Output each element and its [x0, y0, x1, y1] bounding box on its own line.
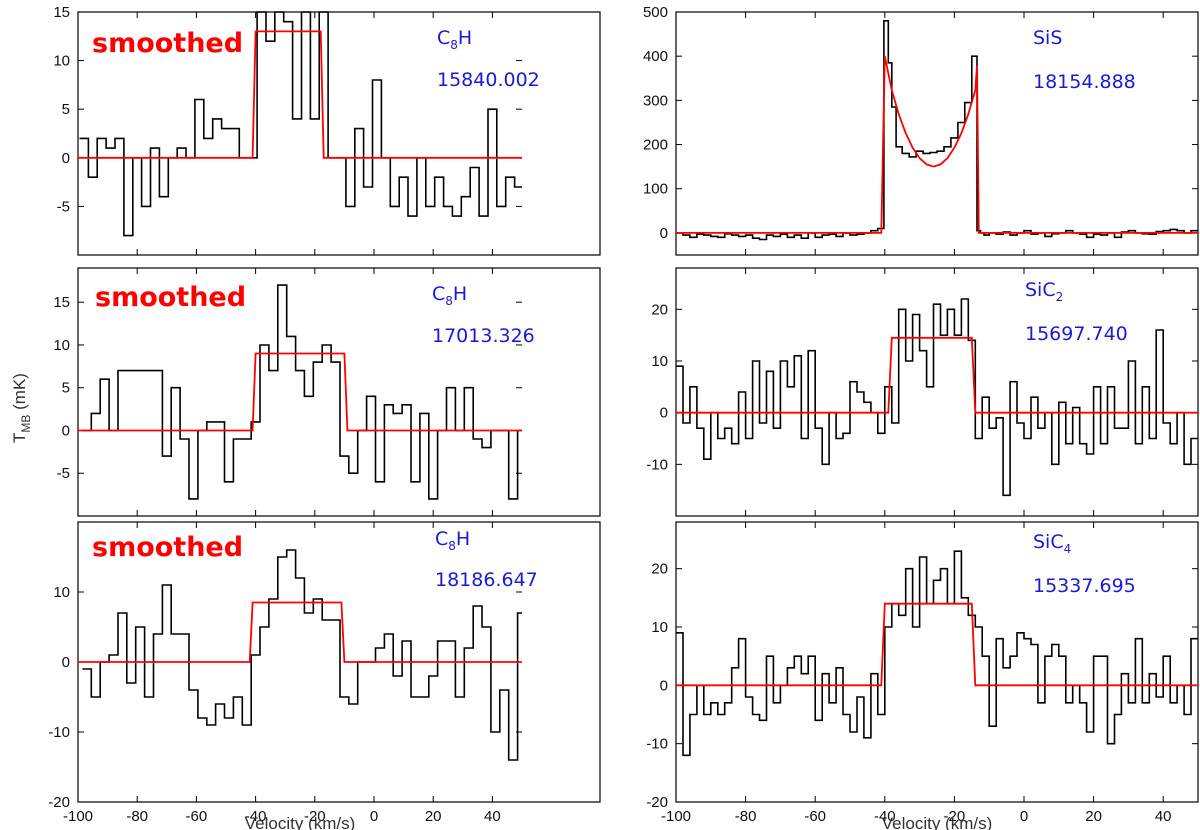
- y-tick-label: -20: [48, 794, 70, 811]
- molecule-label: C8H: [437, 27, 472, 52]
- fit-line: [78, 352, 522, 432]
- panel-c8h-17013: smoothed C8H 17013.326 -5 0 5 10 15: [53, 267, 601, 517]
- x-tick-label: 40: [1155, 808, 1172, 825]
- fit-line: [676, 602, 1198, 687]
- y-tick-label: -20: [646, 794, 668, 811]
- spectrum-line: [676, 298, 1198, 497]
- molecule-label: SiC2: [1025, 279, 1063, 304]
- y-tick-label: 10: [651, 619, 668, 636]
- smoothed-label: smoothed: [92, 532, 243, 563]
- spectrum-line: [676, 20, 1198, 241]
- y-tick-label: 0: [62, 422, 70, 439]
- x-tick-label: -80: [126, 808, 148, 825]
- frequency-label: 15697.740: [1025, 323, 1128, 345]
- y-tick-label: -5: [57, 198, 70, 215]
- x-tick-label: 0: [370, 808, 378, 825]
- y-tick-label: 5: [62, 380, 70, 397]
- x-tick-label: 40: [484, 808, 501, 825]
- fit-line: [78, 601, 522, 663]
- x-tick-label: -20: [944, 808, 966, 825]
- y-tick-label: 10: [651, 353, 668, 370]
- y-tick-label: 0: [660, 405, 668, 422]
- x-axis-label: Velocity (km/s): [882, 814, 993, 830]
- y-tick-label: 20: [651, 301, 668, 318]
- fit-line: [78, 30, 522, 159]
- y-tick-label: 10: [53, 584, 70, 601]
- y-tick-label: -10: [48, 724, 70, 741]
- spectrum-line: [676, 550, 1198, 757]
- fit-line: [676, 336, 1198, 414]
- x-tick-label: 20: [425, 808, 442, 825]
- smoothed-label: smoothed: [95, 282, 246, 313]
- fit-line: [676, 56, 1198, 234]
- x-tick-label: -100: [661, 808, 691, 825]
- molecule-label: SiS: [1033, 27, 1062, 49]
- molecule-label: C8H: [432, 283, 467, 308]
- y-tick-label: 0: [660, 225, 668, 242]
- panel-sis-18154: SiS 18154.888 0 100 200 300 400 500: [643, 4, 1199, 256]
- y-tick-label: 10: [53, 337, 70, 354]
- x-tick-label: 20: [1085, 808, 1102, 825]
- x-tick-label: -40: [874, 808, 896, 825]
- y-axis-label: TMB (mK): [10, 373, 33, 443]
- spectrum-line: [82, 549, 522, 761]
- x-axis-label: Velocity (km/s): [245, 814, 356, 830]
- y-tick-label: 20: [651, 561, 668, 578]
- molecule-label: SiC4: [1033, 531, 1071, 556]
- smoothed-label: smoothed: [92, 28, 243, 59]
- frequency-label: 15337.695: [1033, 575, 1136, 597]
- y-tick-label: 0: [62, 654, 70, 671]
- y-tick-label: 500: [643, 4, 668, 21]
- y-tick-label: -10: [646, 456, 668, 473]
- x-tick-label: 0: [1020, 808, 1028, 825]
- y-tick-label: 200: [643, 137, 668, 154]
- x-tick-label: -80: [735, 808, 757, 825]
- y-tick-label: -10: [646, 736, 668, 753]
- x-tick-label: -60: [186, 808, 208, 825]
- y-tick-label: 100: [643, 181, 668, 198]
- y-tick-label: 10: [53, 53, 70, 70]
- y-tick-label: 300: [643, 92, 668, 109]
- x-tick-label: -20: [304, 808, 326, 825]
- y-tick-label: 15: [53, 4, 70, 21]
- x-tick-label: -40: [245, 808, 267, 825]
- frequency-label: 17013.326: [432, 325, 535, 347]
- y-tick-label: 400: [643, 48, 668, 65]
- panel-c8h-15840: smoothed C8H 15840.002 -5 0 5 10 15: [53, 4, 601, 256]
- y-tick-label: 0: [660, 677, 668, 694]
- y-tick-label: 15: [53, 294, 70, 311]
- frequency-label: 15840.002: [437, 69, 540, 91]
- y-tick-label: 0: [62, 150, 70, 167]
- x-tick-label: -100: [63, 808, 93, 825]
- frequency-label: 18186.647: [435, 569, 538, 591]
- spectrum-line: [82, 284, 522, 500]
- panel-sic2-15697: SiC2 15697.740 -10 0 10 20: [646, 267, 1199, 517]
- y-tick-label: -5: [57, 465, 70, 482]
- molecule-label: C8H: [435, 528, 470, 553]
- frequency-label: 18154.888: [1033, 71, 1136, 93]
- y-tick-label: 5: [62, 101, 70, 118]
- x-tick-label: -60: [804, 808, 826, 825]
- spectrum-line: [79, 11, 522, 237]
